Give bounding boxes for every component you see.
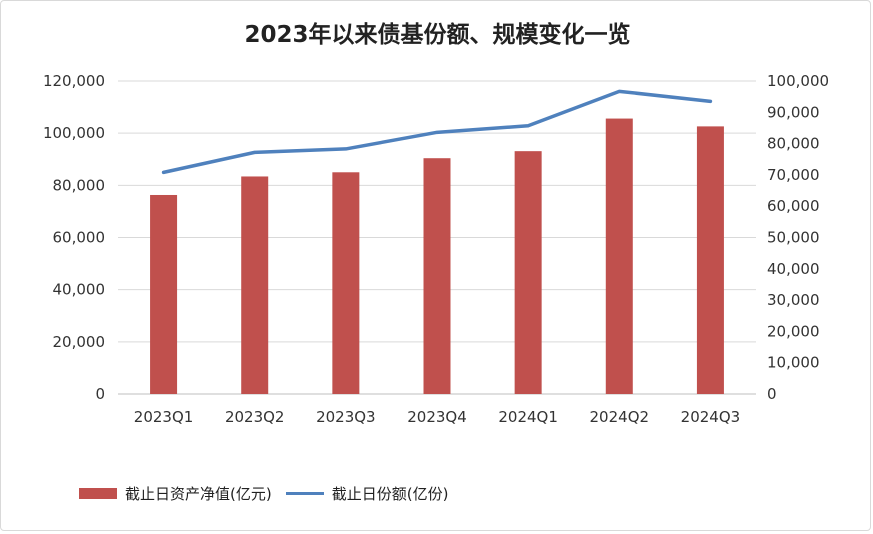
y-left-tick-label: 20,000 <box>53 333 106 351</box>
legend-bar-swatch <box>79 488 117 499</box>
bar <box>332 172 359 394</box>
y-right-tick-label: 0 <box>767 385 777 403</box>
x-tick-label: 2024Q2 <box>590 408 650 426</box>
bar <box>150 195 177 394</box>
x-tick-label: 2024Q1 <box>498 408 558 426</box>
x-tick-label: 2023Q3 <box>316 408 376 426</box>
y-left-tick-label: 80,000 <box>53 176 106 194</box>
y-right-tick-label: 50,000 <box>767 229 820 247</box>
bar <box>515 151 542 394</box>
bar <box>241 176 268 394</box>
y-right-tick-label: 10,000 <box>767 354 820 372</box>
x-tick-label: 2023Q4 <box>407 408 467 426</box>
y-left-tick-label: 100,000 <box>43 124 105 142</box>
y-right-tick-label: 70,000 <box>767 166 820 184</box>
legend-line-label: 截止日份额(亿份) <box>332 483 449 504</box>
y-right-tick-label: 60,000 <box>767 197 820 215</box>
y-right-tick-label: 100,000 <box>767 72 829 90</box>
y-left-tick-label: 60,000 <box>53 229 106 247</box>
x-tick-label: 2023Q2 <box>225 408 285 426</box>
y-right-tick-label: 90,000 <box>767 103 820 121</box>
y-right-tick-label: 20,000 <box>767 322 820 340</box>
y-left-tick-label: 120,000 <box>43 72 105 90</box>
y-right-tick-label: 40,000 <box>767 260 820 278</box>
bar <box>424 158 451 394</box>
legend-line-swatch <box>286 492 324 495</box>
x-tick-label: 2023Q1 <box>134 408 194 426</box>
legend-bar-label: 截止日资产净值(亿元) <box>125 483 272 504</box>
bar <box>606 119 633 394</box>
x-tick-label: 2024Q3 <box>681 408 741 426</box>
y-left-tick-label: 0 <box>95 385 105 403</box>
legend: 截止日资产净值(亿元) 截止日份额(亿份) <box>79 483 448 504</box>
y-right-tick-label: 30,000 <box>767 291 820 309</box>
y-left-tick-label: 40,000 <box>53 281 106 299</box>
bar <box>697 126 724 394</box>
y-right-tick-label: 80,000 <box>767 135 820 153</box>
